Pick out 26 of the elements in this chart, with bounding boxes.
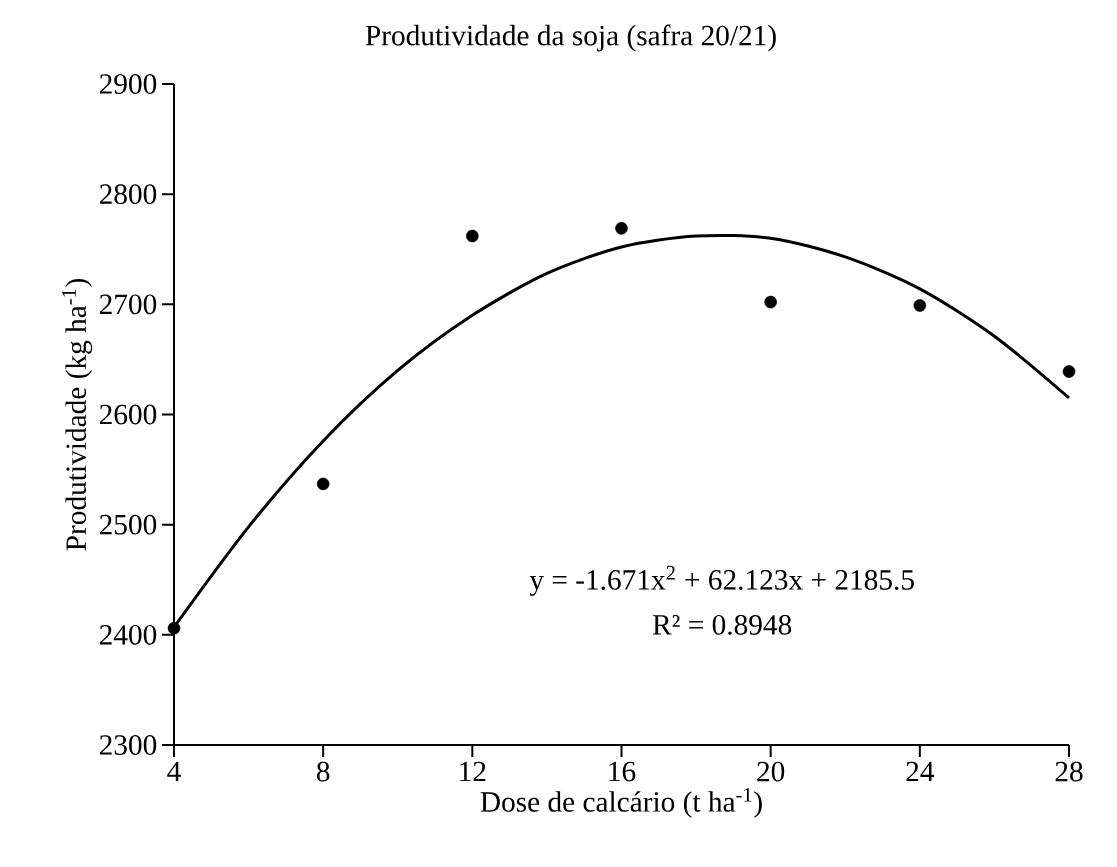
y-tick-label: 2300 <box>99 735 157 755</box>
y-tick-label: 2800 <box>99 184 157 205</box>
y-tick-label: 2600 <box>99 404 157 425</box>
y-tick-label: 2700 <box>99 294 157 315</box>
point <box>466 229 479 243</box>
point <box>167 621 181 635</box>
x-tick-label: 28 <box>1055 761 1083 782</box>
x-tick-label: 16 <box>609 761 636 782</box>
x-axis-title: Dose de calcário (t ha$^{-1}$) <box>480 787 762 818</box>
y-tick-label: 2900 <box>99 74 157 94</box>
point <box>615 222 628 235</box>
y-axis-title: Produtividade (kg ha$^{-1}$) <box>62 278 93 551</box>
point <box>316 477 330 491</box>
x-tick-label: 8 <box>316 761 330 782</box>
annotation: y = -1.671x$^{2}$ + 62.123x + 2185.5 <box>529 565 914 596</box>
y-tick-label: 2400 <box>99 624 157 645</box>
point <box>764 295 777 309</box>
x-tick-label: 12 <box>460 761 486 782</box>
chart-title: Produtividade da soja (safra 20/21) <box>365 24 776 52</box>
point <box>1062 365 1076 378</box>
point <box>913 299 927 312</box>
x-tick-label: 4 <box>167 761 181 781</box>
y-tick-label: 2500 <box>99 514 157 535</box>
x-tick-label: 20 <box>757 761 785 782</box>
annotation: R² = 0.8948 <box>652 614 792 635</box>
x-tick-label: 24 <box>906 761 935 782</box>
